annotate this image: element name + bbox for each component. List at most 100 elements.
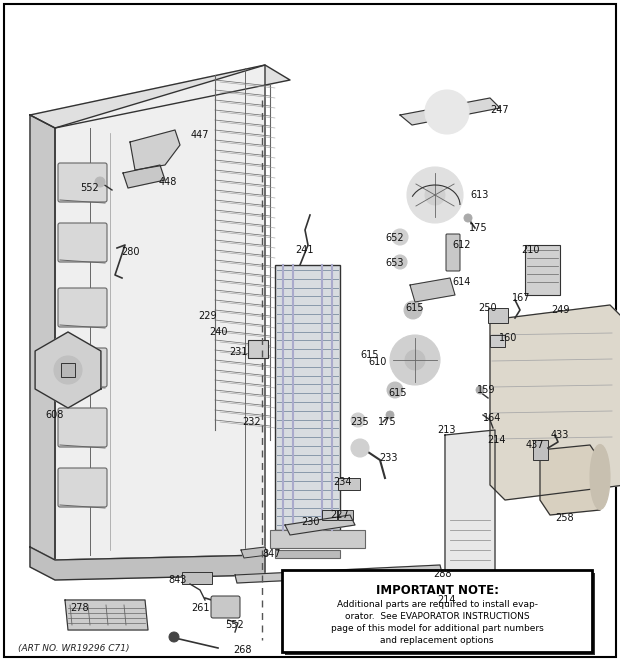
Text: 615: 615 — [361, 350, 379, 360]
Polygon shape — [30, 115, 55, 560]
FancyBboxPatch shape — [58, 468, 107, 507]
Text: 233: 233 — [379, 453, 397, 463]
Polygon shape — [55, 65, 265, 560]
Text: 280: 280 — [121, 247, 140, 257]
Text: 229: 229 — [198, 311, 218, 321]
Circle shape — [95, 177, 105, 187]
Text: 214: 214 — [488, 435, 507, 445]
Bar — [488, 308, 508, 323]
Bar — [270, 530, 365, 548]
Text: 247: 247 — [490, 105, 509, 115]
Bar — [275, 265, 340, 530]
Bar — [525, 245, 560, 295]
Circle shape — [351, 439, 369, 457]
Bar — [338, 478, 360, 490]
Text: 437: 437 — [526, 440, 544, 450]
Text: 614: 614 — [453, 277, 471, 287]
Text: 433: 433 — [551, 430, 569, 440]
Circle shape — [464, 214, 472, 222]
Bar — [248, 340, 268, 358]
FancyBboxPatch shape — [58, 408, 107, 447]
Polygon shape — [65, 600, 148, 630]
Text: 448: 448 — [159, 177, 177, 187]
Circle shape — [425, 90, 469, 134]
Text: IMPORTANT NOTE:: IMPORTANT NOTE: — [376, 584, 498, 597]
Text: 261: 261 — [191, 603, 210, 613]
Polygon shape — [235, 565, 442, 583]
Text: 240: 240 — [209, 327, 228, 337]
Polygon shape — [400, 98, 500, 125]
Polygon shape — [30, 65, 290, 128]
Text: 653: 653 — [386, 258, 404, 268]
Circle shape — [425, 185, 445, 205]
Text: 231: 231 — [229, 347, 247, 357]
Bar — [338, 510, 353, 520]
Circle shape — [476, 386, 484, 394]
Circle shape — [386, 411, 394, 419]
Text: 447: 447 — [191, 130, 210, 140]
Text: 232: 232 — [242, 417, 261, 427]
Bar — [182, 572, 212, 584]
FancyBboxPatch shape — [446, 234, 460, 271]
Text: 847: 847 — [263, 549, 281, 559]
FancyBboxPatch shape — [58, 223, 107, 262]
FancyBboxPatch shape — [211, 596, 240, 618]
Text: 175: 175 — [378, 417, 396, 427]
Bar — [275, 550, 340, 558]
Text: 552: 552 — [81, 183, 99, 193]
Text: 258: 258 — [556, 513, 574, 523]
Polygon shape — [123, 165, 165, 188]
Text: 234: 234 — [333, 477, 352, 487]
Bar — [282, 570, 592, 652]
Circle shape — [392, 229, 408, 245]
Circle shape — [405, 350, 425, 370]
Text: 230: 230 — [301, 517, 319, 527]
Text: 613: 613 — [471, 190, 489, 200]
Polygon shape — [410, 278, 455, 302]
Polygon shape — [30, 547, 265, 580]
FancyBboxPatch shape — [58, 163, 107, 202]
Text: 159: 159 — [477, 385, 495, 395]
Circle shape — [407, 167, 463, 223]
Text: 227: 227 — [330, 510, 350, 520]
Text: 235: 235 — [351, 417, 370, 427]
Text: 210: 210 — [521, 245, 539, 255]
Text: 552: 552 — [226, 620, 244, 630]
Polygon shape — [130, 130, 180, 170]
Polygon shape — [241, 547, 268, 558]
Circle shape — [393, 255, 407, 269]
Bar — [490, 335, 505, 347]
Text: 213: 213 — [436, 425, 455, 435]
Text: 167: 167 — [512, 293, 530, 303]
Circle shape — [54, 356, 82, 384]
Bar — [285, 573, 595, 656]
Text: 608: 608 — [46, 410, 64, 420]
Text: 615: 615 — [389, 388, 407, 398]
Bar — [322, 510, 337, 520]
Polygon shape — [490, 305, 620, 500]
Text: 612: 612 — [453, 240, 471, 250]
Text: 175: 175 — [469, 223, 487, 233]
Text: 214: 214 — [436, 595, 455, 605]
Circle shape — [351, 413, 365, 427]
Polygon shape — [445, 430, 495, 605]
Text: 268: 268 — [232, 645, 251, 655]
Text: 250: 250 — [479, 303, 497, 313]
Text: 278: 278 — [71, 603, 89, 613]
Polygon shape — [35, 332, 101, 408]
Circle shape — [387, 382, 403, 398]
Text: 288: 288 — [433, 569, 451, 579]
Text: 241: 241 — [296, 245, 314, 255]
Bar — [61, 363, 75, 377]
Text: (ART NO. WR19296 C71): (ART NO. WR19296 C71) — [18, 644, 130, 652]
Text: 652: 652 — [386, 233, 404, 243]
Ellipse shape — [590, 444, 610, 510]
Text: 164: 164 — [483, 413, 501, 423]
Circle shape — [169, 632, 179, 642]
Bar — [533, 440, 548, 460]
Text: Additional parts are required to install evap-
orator.  See EVAPORATOR INSTRUCTI: Additional parts are required to install… — [330, 600, 544, 645]
Text: 843: 843 — [169, 575, 187, 585]
Text: 615: 615 — [405, 303, 424, 313]
FancyBboxPatch shape — [58, 348, 107, 387]
Polygon shape — [540, 445, 600, 515]
